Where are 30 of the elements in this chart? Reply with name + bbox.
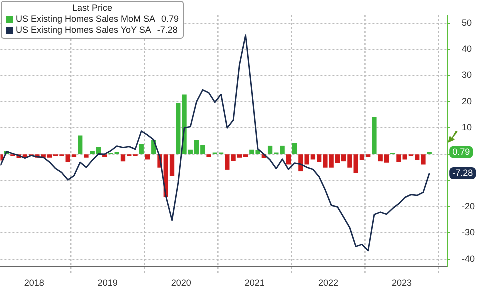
x-tick-label: 2022 [318, 278, 338, 288]
x-tick-label: 2018 [24, 278, 44, 288]
x-tick-label: 2023 [392, 278, 412, 288]
y-tick-label: 30 [462, 70, 472, 80]
bar [145, 154, 150, 160]
bar [372, 117, 377, 154]
bar [139, 144, 144, 154]
text: 0.79 [162, 14, 180, 24]
legend-title: Last Price [72, 3, 114, 14]
bar [292, 143, 298, 154]
text: -7.28 [157, 25, 178, 35]
bar [78, 136, 83, 154]
y-tick-label: 50 [462, 18, 472, 28]
x-tick-label: 2021 [244, 278, 265, 288]
y-tick-label: -20 [462, 201, 476, 212]
x-tick-label: 2020 [171, 278, 192, 288]
legend-label: US Existing Homes Sales YoY SA [16, 25, 152, 35]
bar [84, 154, 89, 158]
bar [286, 154, 292, 165]
annotation: 0.79 [452, 146, 470, 157]
bar [102, 154, 108, 158]
bar [206, 154, 212, 158]
annotation: -7.28 [452, 168, 474, 178]
y-tick-label: 20 [462, 96, 472, 106]
legend-label: US Existing Homes Sales MoM SA [16, 14, 156, 24]
x-tick-label: 2019 [98, 278, 118, 288]
y-tick-label: -30 [462, 228, 476, 238]
y-tick-label: -40 [462, 254, 476, 264]
y-tick-label: 10 [462, 122, 472, 133]
y-tick-label: 40 [462, 44, 472, 54]
